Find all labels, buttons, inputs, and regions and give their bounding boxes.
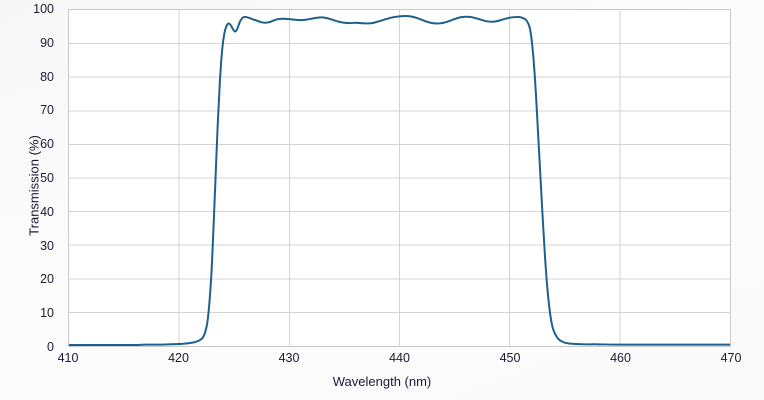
y-tick-label: 0 — [47, 339, 54, 354]
y-tick-label: 10 — [40, 305, 54, 320]
x-tick-label: 420 — [168, 351, 189, 365]
y-tick-label: 30 — [40, 238, 54, 253]
series-line-transmission — [69, 15, 730, 346]
y-tick-label: 50 — [40, 170, 54, 185]
y-tick-label: 60 — [40, 136, 54, 151]
x-tick-label: 460 — [610, 351, 631, 365]
y-tick-label: 40 — [40, 204, 54, 219]
y-tick-label: 20 — [40, 272, 54, 287]
x-tick-label: 470 — [720, 351, 742, 365]
x-tick-label: 410 — [57, 351, 79, 365]
x-tick-label: 440 — [389, 351, 410, 365]
y-axis-tick-labels: 0 10 20 30 40 50 60 70 80 90 100 — [0, 0, 62, 400]
y-tick-label: 90 — [40, 35, 54, 50]
y-tick-label: 100 — [33, 1, 54, 16]
plot-area — [68, 9, 731, 347]
grid-lines — [69, 10, 730, 346]
transmission-curve — [69, 15, 730, 346]
y-tick-label: 80 — [40, 69, 54, 84]
x-axis-title: Wavelength (nm) — [332, 374, 432, 389]
x-tick-label: 450 — [499, 351, 521, 365]
x-tick-label: 430 — [278, 351, 300, 365]
y-tick-label: 70 — [40, 103, 54, 118]
